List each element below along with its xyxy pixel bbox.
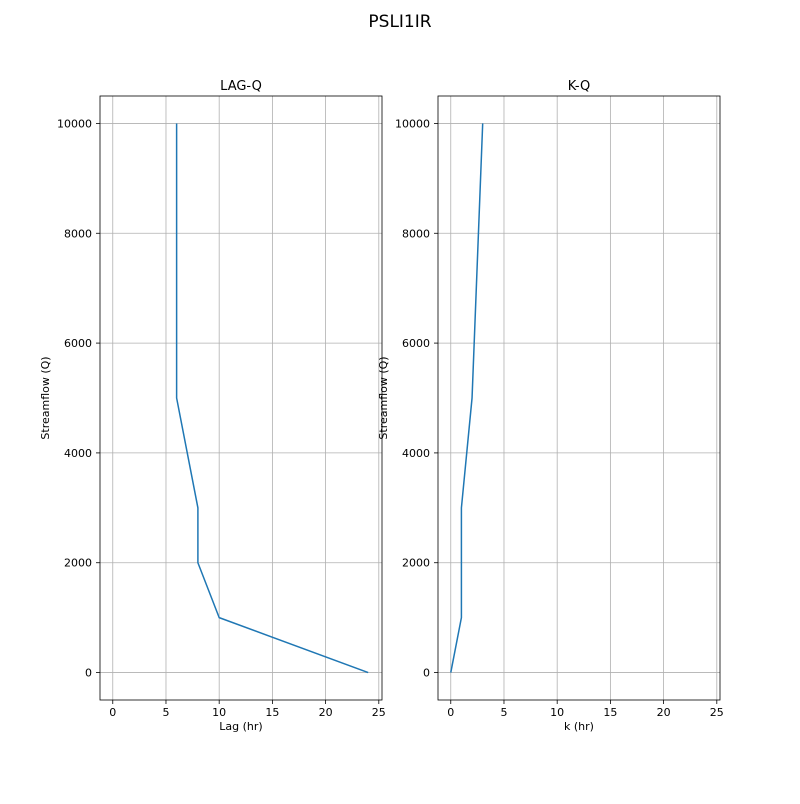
series-line-1 bbox=[175, 123, 369, 674]
x-tick-label: 10 bbox=[212, 706, 226, 719]
subplot-title: LAG-Q bbox=[220, 79, 262, 94]
y-tick-label: 2000 bbox=[402, 557, 430, 570]
y-tick-label: 2000 bbox=[64, 557, 92, 570]
x-tick-label: 20 bbox=[319, 706, 333, 719]
y-tick-label: 6000 bbox=[402, 337, 430, 350]
y-axis-label: Streamflow (Q) bbox=[377, 356, 390, 439]
y-tick-label: 4000 bbox=[64, 447, 92, 460]
series-line-1 bbox=[450, 123, 484, 673]
y-axis-label: Streamflow (Q) bbox=[39, 356, 52, 439]
x-axis-label: Lag (hr) bbox=[219, 720, 262, 733]
subplot-1: 0 5 10 15 20 25 0 2000 4000 6000 8000 10000 LAG-Q Lag… bbox=[39, 79, 386, 733]
x-axis-label: k (hr) bbox=[564, 720, 594, 733]
y-tick-label: 8000 bbox=[64, 227, 92, 240]
y-tick-label: 8000 bbox=[402, 227, 430, 240]
x-tick-label: 25 bbox=[372, 706, 386, 719]
subplot-2: 0 5 10 15 20 25 0 2000 4000 6000 8000 10000 K-Q k (hr… bbox=[377, 79, 724, 733]
axes-frame bbox=[437, 95, 721, 701]
x-tick-label: 10 bbox=[550, 706, 564, 719]
x-tick-label: 25 bbox=[710, 706, 724, 719]
figure-title: PSLI1IR bbox=[368, 12, 432, 32]
x-tick-label: 15 bbox=[603, 706, 617, 719]
x-tick-label: 5 bbox=[500, 706, 507, 719]
axes-frame bbox=[99, 95, 383, 701]
y-tick-label: 4000 bbox=[402, 447, 430, 460]
x-tick-label: 0 bbox=[447, 706, 454, 719]
x-tick-label: 5 bbox=[162, 706, 169, 719]
x-tick-label: 20 bbox=[657, 706, 671, 719]
y-tick-label: 0 bbox=[85, 667, 92, 680]
y-tick-label: 10000 bbox=[57, 117, 92, 130]
x-tick-label: 0 bbox=[109, 706, 116, 719]
x-tick-label: 15 bbox=[265, 706, 279, 719]
y-tick-label: 6000 bbox=[64, 337, 92, 350]
y-tick-label: 10000 bbox=[395, 117, 430, 130]
subplot-title: K-Q bbox=[568, 79, 591, 94]
y-tick-label: 0 bbox=[423, 667, 430, 680]
